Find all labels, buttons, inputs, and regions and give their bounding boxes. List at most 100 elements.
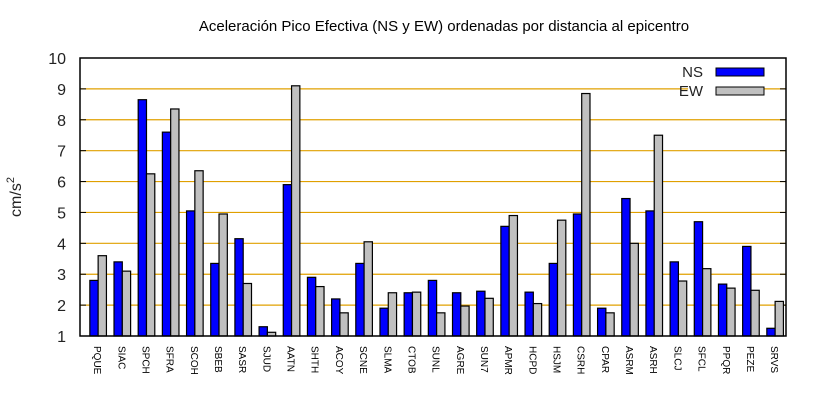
x-tick-label: HSJM (551, 346, 562, 373)
legend: NS EW (679, 64, 765, 100)
bar-ew-sun7 (484, 297, 494, 337)
bar-ns-hcpd (524, 291, 534, 337)
bar-ew-csrh (581, 92, 591, 337)
y-tick-label: 1 (57, 329, 66, 346)
legend-swatch-ns (715, 67, 765, 77)
bar-ew-siac (121, 270, 132, 337)
x-tick-label: SBEB (212, 346, 223, 373)
x-tick-label: ACOY (333, 346, 344, 375)
bar-ns-sbeb (210, 262, 220, 337)
bar-ew-cpar (605, 312, 615, 337)
bar-ns-peze (742, 245, 752, 337)
y-tick-label: 3 (57, 267, 66, 284)
bar-ew-asrh (653, 134, 664, 337)
x-tick-label: PEZE (744, 346, 755, 372)
legend-label: NS (682, 64, 703, 81)
x-tick-label: SLCJ (671, 346, 682, 370)
y-tick-label: 10 (48, 51, 66, 68)
bar-ns-siac (113, 261, 123, 337)
bars (89, 85, 785, 337)
y-tick-label: 5 (57, 205, 66, 222)
bar-ew-srvs (774, 300, 785, 337)
x-tick-label: CSRH (575, 346, 586, 374)
legend-swatch-ew (715, 86, 765, 96)
y-tick-label: 7 (57, 144, 66, 161)
x-tick-label: SJUD (260, 346, 271, 372)
x-tick-label: SUN7 (478, 346, 489, 373)
x-tick-label: SUNL (430, 346, 441, 373)
bar-ew-sbeb (218, 213, 228, 337)
x-tick-label: PPQR (720, 346, 731, 374)
chart-title: Aceleración Pico Efectiva (NS y EW) orde… (199, 18, 689, 35)
x-tick-label: CPAR (599, 346, 610, 373)
x-tick-label: CTOB (405, 346, 416, 374)
legend-label: EW (679, 83, 704, 100)
bar-ew-ppqr (726, 287, 736, 337)
x-tick-label: ASRM (623, 346, 634, 375)
bar-ns-agre (451, 292, 462, 337)
bar-ns-ppqr (717, 283, 728, 337)
bar-ew-aatn (290, 85, 301, 337)
bar-ns-srvs (766, 327, 776, 337)
x-tick-label: SCNE (357, 346, 368, 374)
bar-ew-scoh (194, 170, 204, 337)
bar-ew-apmr (508, 214, 519, 337)
y-tick-label: 6 (57, 175, 66, 192)
bar-ew-sunl (436, 312, 446, 337)
bar-ew-acoy (339, 312, 349, 337)
y-tick-label: 8 (57, 113, 66, 130)
bar-ns-slcj (669, 261, 680, 337)
y-axis-label: cm/s2 (5, 177, 25, 217)
x-tick-label: SIAC (115, 346, 126, 369)
x-tick-label: AGRE (454, 346, 465, 375)
bar-ew-peze (750, 289, 760, 337)
bar-ns-sasr (234, 238, 244, 337)
x-tick-label: HCPD (526, 346, 537, 374)
bar-ns-spch (137, 99, 148, 337)
bar-ns-cpar (596, 307, 607, 337)
bar-ns-asrh (645, 210, 655, 337)
x-tick-label: SLMA (381, 346, 392, 374)
bar-ew-sfcl (701, 268, 712, 337)
y-tick-label: 2 (57, 298, 66, 315)
y-tick-label: 9 (57, 82, 66, 99)
plot-frame (79, 57, 787, 337)
bar-ns-scne (355, 262, 365, 337)
x-tick-label: SFCL (696, 346, 707, 372)
bar-ew-asrm (629, 242, 639, 337)
x-tick-label: SPCH (139, 346, 150, 374)
bar-ns-sun7 (476, 290, 486, 337)
x-tick-label: APMR (502, 346, 513, 375)
bar-ns-apmr (500, 225, 510, 337)
bar-ns-scoh (185, 210, 196, 337)
gridlines (80, 88, 786, 306)
bar-ns-hsjm (548, 262, 559, 337)
x-tick-label: SFRA (164, 346, 175, 373)
y-axis-ticks: 1 2 3 4 5 6 7 8 9 10 (48, 51, 66, 346)
bar-ew-shth (315, 285, 325, 337)
y-axis-label-superscript: 2 (5, 177, 17, 183)
bar-ns-shth (306, 276, 317, 337)
x-tick-label: ASRH (647, 346, 658, 374)
y-tick-label: 4 (57, 236, 66, 253)
bar-ns-slma (379, 307, 389, 337)
bar-ew-sasr (242, 282, 253, 337)
bar-ns-aatn (282, 184, 293, 337)
bar-ew-slma (387, 292, 398, 337)
bar-ew-agre (460, 305, 470, 337)
x-tick-label: AATN (285, 346, 296, 372)
bar-ns-csrh (572, 213, 583, 337)
bar-ew-ctob (411, 291, 422, 337)
x-tick-label: SRVS (768, 346, 779, 373)
bar-ew-scne (363, 241, 373, 337)
bar-ew-pque (97, 255, 108, 337)
bar-ew-spch (145, 173, 156, 337)
x-tick-label: SHTH (309, 346, 320, 373)
bar-ns-pque (89, 279, 99, 337)
x-axis-ticks: PQUE SIAC SPCH SFRA SCOH SBEB SASR SJUD AATN SHTH… (91, 346, 779, 375)
y-axis-label-unit: cm/s (8, 183, 25, 217)
bar-ew-hcpd (532, 302, 543, 337)
x-tick-label: SASR (236, 346, 247, 373)
bar-ns-sfra (161, 131, 172, 337)
